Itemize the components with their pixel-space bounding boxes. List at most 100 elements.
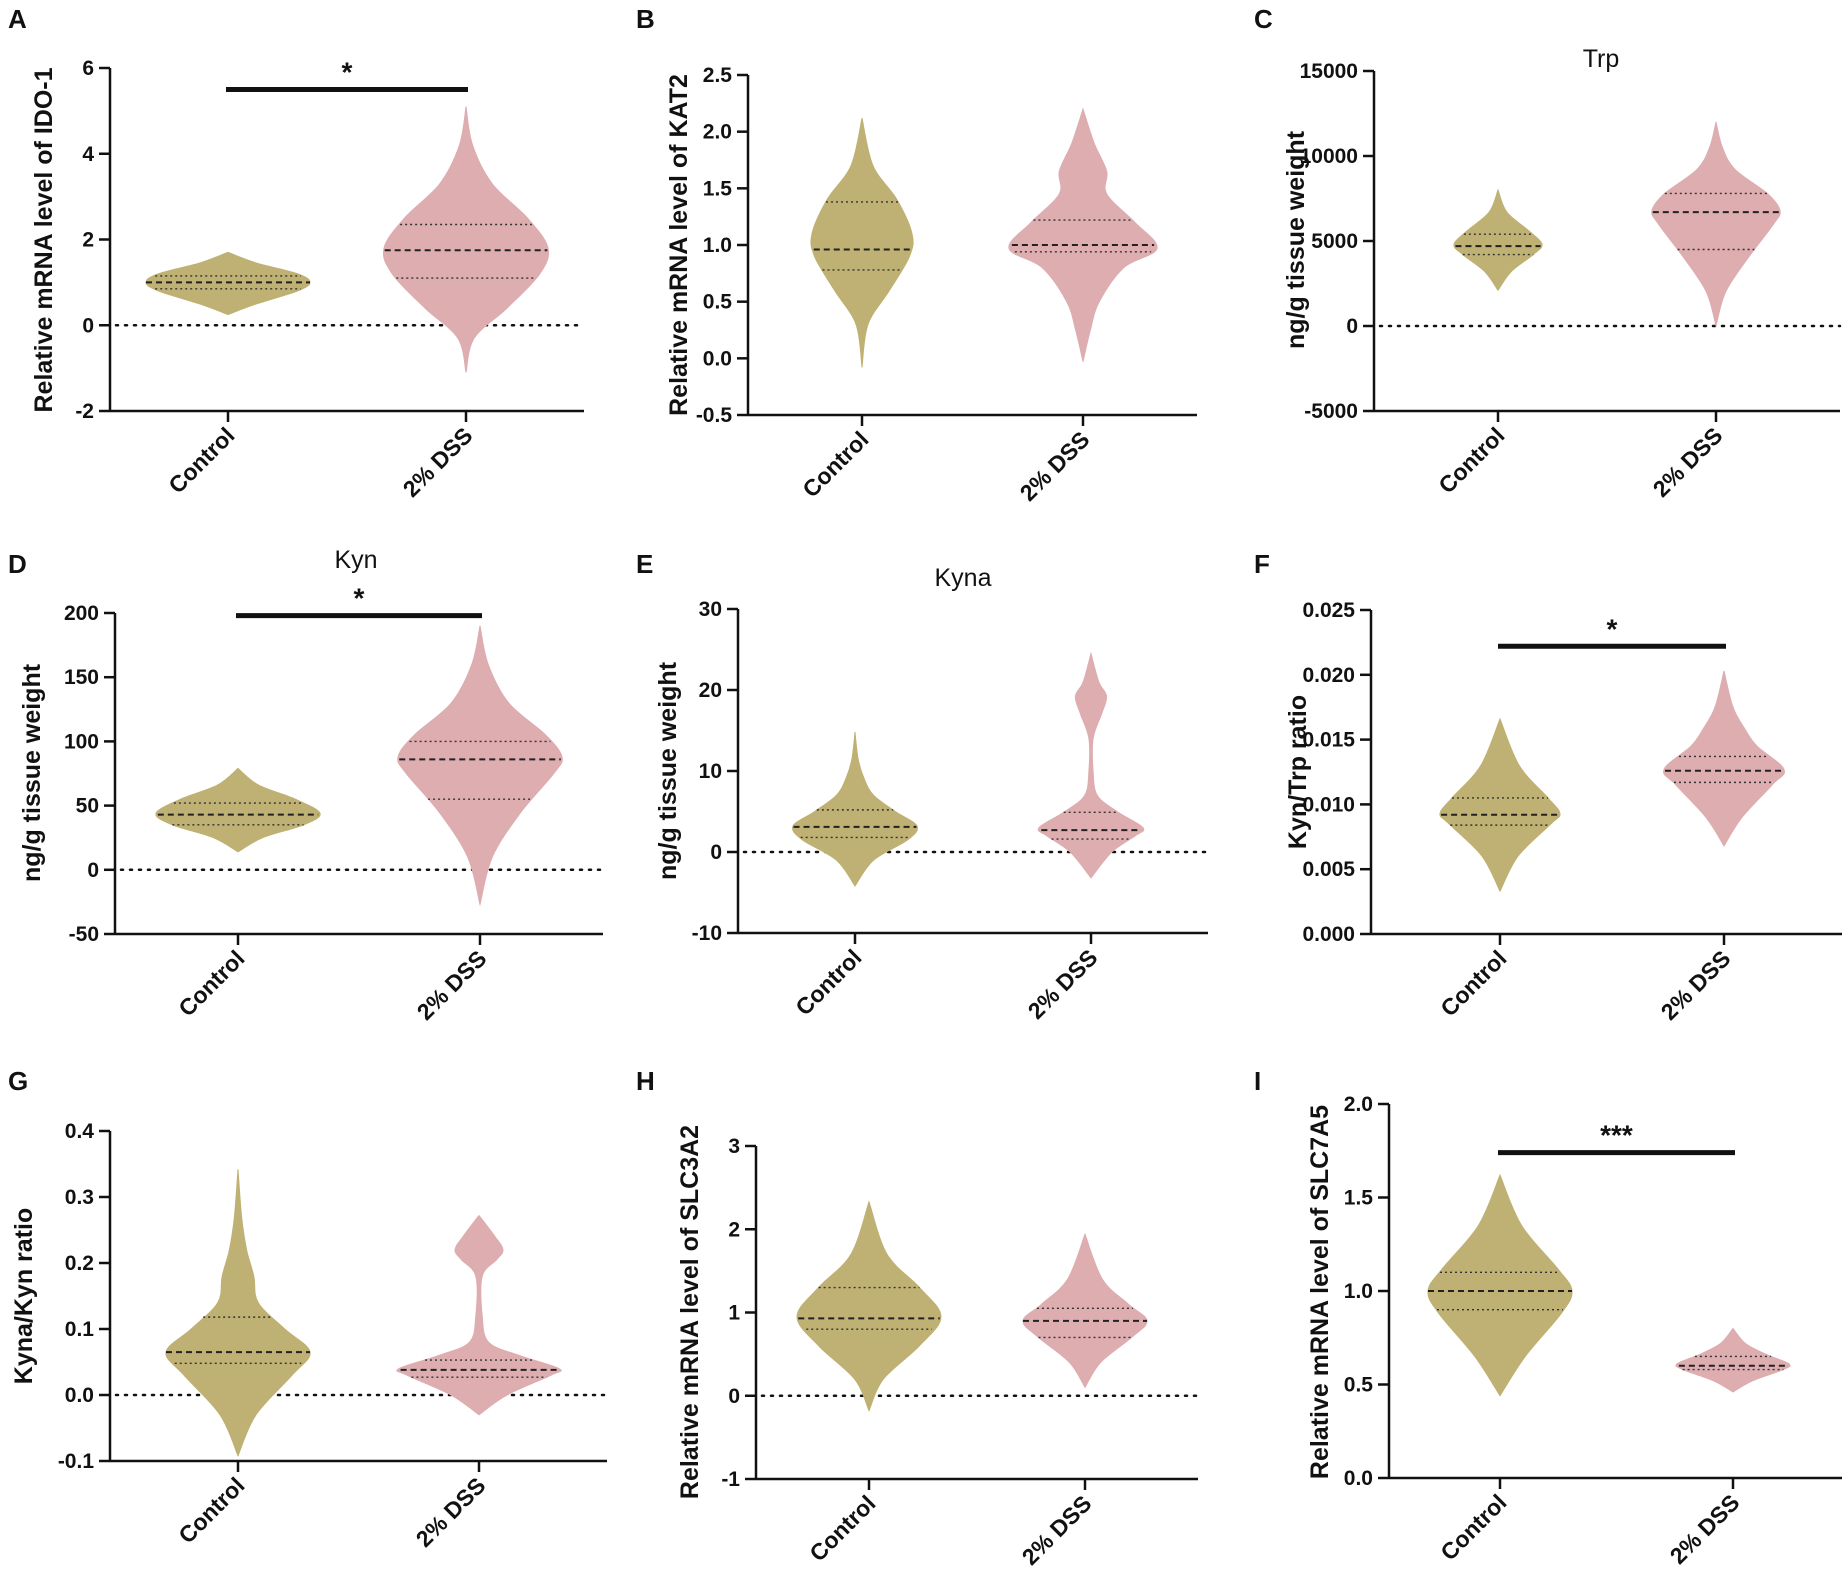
- significance-label: *: [1607, 613, 1618, 644]
- significance-label: *: [342, 56, 353, 87]
- y-tick-label: 1: [728, 1302, 740, 1325]
- violin-body: [155, 767, 321, 853]
- y-tick-label: -1: [721, 1468, 740, 1491]
- violin-body: [1651, 121, 1781, 328]
- x-category-label: Control: [173, 1472, 249, 1548]
- violin-control: [1453, 188, 1543, 292]
- y-tick-label: 150: [64, 666, 99, 689]
- y-tick-label: 0.4: [65, 1120, 95, 1143]
- x-category-label: 2% DSS: [412, 945, 492, 1025]
- x-category-label: Control: [1433, 422, 1509, 498]
- significance-label: *: [354, 583, 365, 614]
- y-tick-label: -10: [692, 922, 722, 945]
- y-tick-label: 0: [710, 841, 722, 864]
- panel-b: B Relative mRNA level of KAT2 -0.5 0.0 0.5 1.…: [636, 4, 1197, 506]
- violin-body: [810, 117, 914, 368]
- x-category-label: Control: [1435, 1489, 1511, 1565]
- panel-a: A Relative mRNA level of IDO-1 -2 0 2 4 6 Contr…: [8, 4, 586, 502]
- y-tick-label: 0.3: [65, 1186, 94, 1209]
- violin-dss: [1675, 1327, 1791, 1393]
- y-tick-label: 2.5: [703, 64, 733, 87]
- violin-dss: [1037, 651, 1145, 879]
- y-tick-label: 4: [82, 143, 94, 166]
- violin-body: [1453, 188, 1543, 292]
- y-tick-label: 1.5: [703, 177, 733, 200]
- y-tick-label: -0.1: [58, 1450, 95, 1473]
- violin-control: [155, 767, 321, 853]
- y-tick-label: 0.025: [1302, 599, 1355, 622]
- y-tick-label: 2.0: [1344, 1093, 1373, 1116]
- x-category-label: Control: [790, 944, 866, 1020]
- x-category-label: 2% DSS: [1665, 1489, 1745, 1569]
- y-tick-label: 0.0: [65, 1384, 94, 1407]
- violin-body: [397, 625, 563, 907]
- y-tick-label: 6: [82, 57, 94, 80]
- violin-body: [1008, 107, 1158, 362]
- panel-letter: E: [636, 549, 653, 579]
- x-category-label: 2% DSS: [411, 1472, 491, 1552]
- violin-body: [1439, 717, 1561, 893]
- violin-control: [796, 1200, 942, 1412]
- violin-body: [145, 251, 311, 316]
- significance-label: ***: [1600, 1120, 1633, 1151]
- x-category-label: 2% DSS: [1656, 945, 1736, 1025]
- violin-dss: [1663, 670, 1785, 847]
- y-tick-label: 0.005: [1302, 858, 1355, 881]
- y-axis-title: Relative mRNA level of SLC3A2: [676, 1125, 704, 1499]
- y-tick-label: 200: [64, 602, 99, 625]
- y-tick-label: 0: [82, 314, 94, 337]
- violin-dss: [1651, 121, 1781, 328]
- violin-dss: [382, 106, 550, 373]
- panel-e: E Kyna ng/g tissue weight -10 0 10 20 30 Control…: [636, 549, 1210, 1024]
- y-tick-label: 1.0: [1344, 1280, 1373, 1303]
- violin-body: [1663, 670, 1785, 847]
- y-tick-label: 0.0: [703, 347, 732, 370]
- y-tick-label: 0.015: [1302, 729, 1355, 752]
- panel-f: F Kyn/Trp ratio 0.000 0.005 0.010 0.015 0.020 0…: [1254, 549, 1842, 1025]
- y-tick-label: 0.000: [1302, 923, 1355, 946]
- y-tick-label: 1.5: [1344, 1187, 1374, 1210]
- y-tick-label: 3: [728, 1135, 740, 1158]
- panel-letter: G: [8, 1066, 28, 1096]
- y-tick-label: 0.5: [1344, 1374, 1374, 1397]
- y-tick-label: 10: [699, 760, 722, 783]
- panel-c: C Trp ng/g tissue weight -5000 0 5000 10000 150…: [1254, 4, 1842, 502]
- y-tick-label: 0.0: [1344, 1467, 1373, 1490]
- violin-control: [810, 117, 914, 368]
- y-tick-label: -0.5: [696, 404, 733, 427]
- y-tick-label: 0.1: [65, 1318, 95, 1341]
- y-tick-label: -5000: [1304, 400, 1358, 423]
- y-axis-title: Relative mRNA level of IDO-1: [30, 67, 58, 412]
- y-tick-label: 0.010: [1302, 793, 1355, 816]
- violin-control: [165, 1169, 311, 1457]
- violin-dss: [396, 1214, 562, 1416]
- panel-letter: D: [8, 549, 27, 579]
- y-tick-label: 2: [82, 229, 94, 252]
- x-category-label: Control: [797, 426, 873, 502]
- y-tick-label: 0.2: [65, 1252, 94, 1275]
- violin-body: [1022, 1232, 1148, 1389]
- y-tick-label: 0.5: [703, 291, 733, 314]
- y-tick-label: 15000: [1300, 60, 1358, 83]
- violin-control: [1427, 1173, 1573, 1397]
- panel-letter: H: [636, 1066, 655, 1096]
- panel-d: D Kyn ng/g tissue weight -50 0 50 100 150 200 Con…: [8, 546, 605, 1025]
- violin-control: [145, 251, 311, 316]
- y-tick-label: 5000: [1311, 230, 1358, 253]
- y-tick-label: 50: [76, 795, 99, 818]
- y-tick-label: 0: [728, 1385, 740, 1408]
- x-category-label: Control: [173, 945, 249, 1021]
- y-axis-title: ng/g tissue weight: [1282, 130, 1310, 349]
- x-category-label: Control: [804, 1490, 880, 1566]
- y-tick-label: 2: [728, 1218, 740, 1241]
- violin-dss: [397, 625, 563, 907]
- chart-title: Kyna: [935, 564, 992, 592]
- panel-letter: F: [1254, 549, 1270, 579]
- y-tick-label: 0: [1346, 315, 1358, 338]
- y-axis-title: Relative mRNA level of SLC7A5: [1306, 1105, 1334, 1479]
- violin-dss: [1022, 1232, 1148, 1389]
- x-category-label: Control: [163, 422, 239, 498]
- panel-letter: C: [1254, 4, 1273, 34]
- violin-body: [382, 106, 550, 373]
